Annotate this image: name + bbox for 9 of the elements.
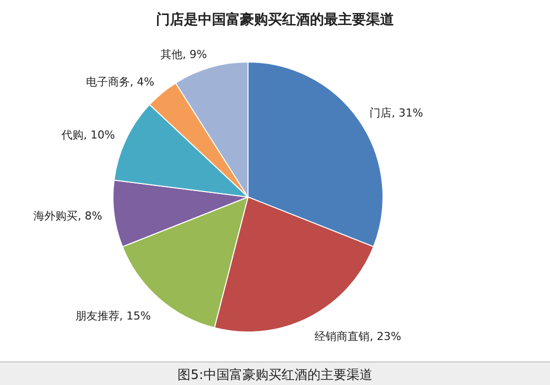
slice-label: 代购, 10% — [60, 128, 115, 142]
caption: 图5:中国富豪购买红酒的主要渠道 — [178, 367, 372, 383]
slice-label: 海外购买, 8% — [34, 209, 102, 222]
slice-label: 其他, 9% — [160, 48, 207, 61]
slice-label: 经销商直销, 23% — [314, 330, 402, 343]
slice-label: 电子商务, 4% — [86, 76, 154, 89]
slice-label: 朋友推荐, 15% — [75, 309, 151, 322]
chart-title: 门店是中国富豪购买红酒的最主要渠道 — [156, 11, 395, 28]
slice-label: 门店, 31% — [370, 106, 424, 120]
